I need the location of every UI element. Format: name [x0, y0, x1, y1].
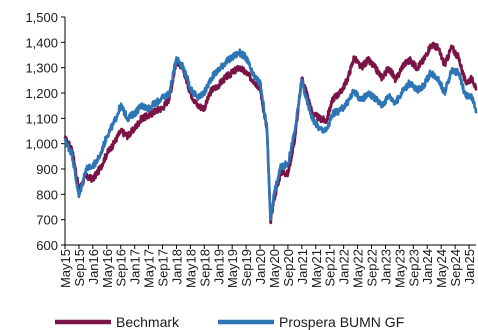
- x-tick-label: May17: [142, 249, 157, 288]
- x-tick-label: May24: [434, 249, 449, 288]
- x-tick-label: Sep15: [72, 249, 87, 287]
- x-tick-label: Sep20: [281, 249, 296, 287]
- x-tick-label: Sep23: [406, 249, 421, 287]
- x-tick-label: Jan17: [128, 249, 143, 284]
- x-tick-label: May16: [100, 249, 115, 288]
- x-tick-label: Jan25: [462, 249, 477, 284]
- y-tick-label: 1,100: [25, 111, 58, 126]
- legend: Bechmark Prospera BUMN GF: [55, 314, 404, 330]
- series-line-1: [63, 48, 478, 221]
- x-tick-label: Jan22: [337, 249, 352, 284]
- x-tick-label: Sep16: [114, 249, 129, 287]
- series-line-0: [63, 41, 478, 225]
- x-tick-label: Sep21: [323, 249, 338, 287]
- x-tick-label: May20: [267, 249, 282, 288]
- x-tick-label: May15: [58, 249, 73, 288]
- y-tick-label: 700: [36, 213, 58, 228]
- y-tick-label: 800: [36, 187, 58, 202]
- x-tick-label: Jan18: [169, 249, 184, 284]
- x-tick-label: Jan19: [211, 249, 226, 284]
- x-tick-label: Sep19: [239, 249, 254, 287]
- y-tick-label: 1,500: [25, 10, 58, 25]
- x-tick-label: Jan16: [86, 249, 101, 284]
- legend-label: Bechmark: [116, 314, 180, 330]
- x-tick-label: Sep17: [156, 249, 171, 287]
- x-tick-label: May21: [309, 249, 324, 288]
- x-tick-label: May23: [392, 249, 407, 288]
- series-layer: [63, 41, 478, 225]
- y-axis: 600 700 800 900 1,000 1,100 1,200 1,300 1,400 1,5…: [25, 10, 66, 253]
- y-tick-label: 1,400: [25, 35, 58, 50]
- x-tick-label: Sep22: [365, 249, 380, 287]
- x-axis: May15Sep15Jan16May16Sep16Jan17May17Sep17…: [58, 244, 477, 288]
- x-tick-label: Jan21: [295, 249, 310, 284]
- y-tick-label: 1,300: [25, 61, 58, 76]
- x-tick-label: May18: [183, 249, 198, 288]
- legend-label: Prospera BUMN GF: [279, 314, 404, 330]
- x-tick-label: May22: [351, 249, 366, 288]
- x-tick-label: Jan23: [378, 249, 393, 284]
- x-tick-label: Jan24: [420, 249, 435, 284]
- x-tick-label: May19: [225, 249, 240, 288]
- x-tick-label: Jan20: [253, 249, 268, 284]
- y-tick-label: 1,000: [25, 137, 58, 152]
- x-tick-label: Sep24: [448, 249, 463, 287]
- y-tick-label: 1,200: [25, 86, 58, 101]
- x-tick-label: Sep18: [197, 249, 212, 287]
- y-tick-label: 600: [36, 238, 58, 253]
- y-tick-label: 900: [36, 162, 58, 177]
